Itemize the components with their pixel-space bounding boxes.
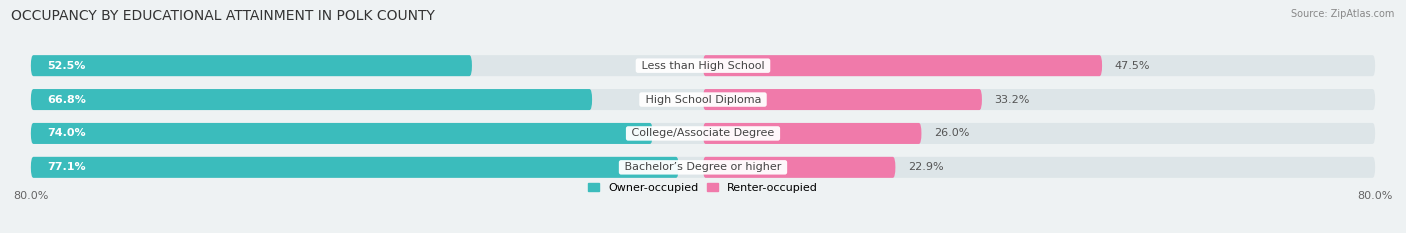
Text: 80.0%: 80.0% bbox=[13, 191, 49, 201]
Text: 22.9%: 22.9% bbox=[908, 162, 943, 172]
Text: 80.0%: 80.0% bbox=[1357, 191, 1393, 201]
Text: 74.0%: 74.0% bbox=[48, 128, 86, 138]
Text: 33.2%: 33.2% bbox=[994, 95, 1031, 105]
Text: OCCUPANCY BY EDUCATIONAL ATTAINMENT IN POLK COUNTY: OCCUPANCY BY EDUCATIONAL ATTAINMENT IN P… bbox=[11, 9, 434, 23]
Legend: Owner-occupied, Renter-occupied: Owner-occupied, Renter-occupied bbox=[588, 183, 818, 193]
FancyBboxPatch shape bbox=[703, 123, 921, 144]
Text: College/Associate Degree: College/Associate Degree bbox=[628, 128, 778, 138]
FancyBboxPatch shape bbox=[703, 55, 1102, 76]
FancyBboxPatch shape bbox=[703, 157, 896, 178]
Text: 66.8%: 66.8% bbox=[48, 95, 87, 105]
Text: 77.1%: 77.1% bbox=[48, 162, 86, 172]
FancyBboxPatch shape bbox=[31, 123, 1375, 144]
Text: Less than High School: Less than High School bbox=[638, 61, 768, 71]
Text: High School Diploma: High School Diploma bbox=[641, 95, 765, 105]
Text: Source: ZipAtlas.com: Source: ZipAtlas.com bbox=[1291, 9, 1395, 19]
Text: Bachelor’s Degree or higher: Bachelor’s Degree or higher bbox=[621, 162, 785, 172]
FancyBboxPatch shape bbox=[31, 55, 1375, 76]
FancyBboxPatch shape bbox=[31, 89, 592, 110]
FancyBboxPatch shape bbox=[31, 55, 472, 76]
FancyBboxPatch shape bbox=[31, 89, 1375, 110]
FancyBboxPatch shape bbox=[703, 89, 981, 110]
FancyBboxPatch shape bbox=[31, 123, 652, 144]
FancyBboxPatch shape bbox=[31, 157, 679, 178]
Text: 47.5%: 47.5% bbox=[1115, 61, 1150, 71]
FancyBboxPatch shape bbox=[31, 157, 1375, 178]
Text: 26.0%: 26.0% bbox=[934, 128, 969, 138]
Text: 52.5%: 52.5% bbox=[48, 61, 86, 71]
